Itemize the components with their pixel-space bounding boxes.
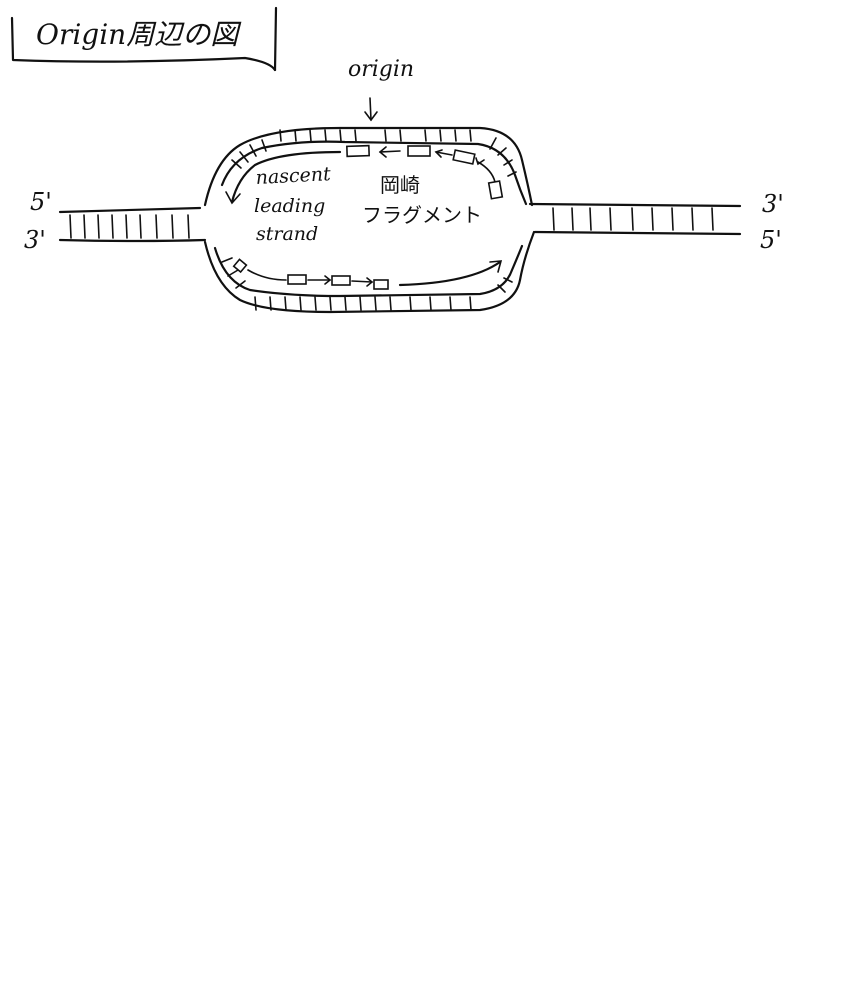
base-pair-rung [309,129,312,142]
base-pair-rung [469,296,472,311]
base-pair-rung [589,207,592,231]
base-pair-rung [552,207,555,231]
okazaki-fragments-upper [346,144,504,200]
base-pair-rung [503,277,513,283]
base-pair-rung [507,171,517,177]
lower-parental-strand [203,230,536,314]
base-pair-rung [339,129,342,142]
base-pair-rung [454,129,457,142]
okazaki-label-line1: 岡崎 [380,173,420,197]
base-pair-rung [125,214,128,239]
base-pair-rung [97,214,100,239]
base-pair-rung [671,207,674,231]
title-box: Origin周辺の図 [10,6,278,72]
upper-parental-strand [203,126,534,207]
base-pair-rung [631,207,634,231]
base-pair-rung [439,129,442,142]
nascent-label-line3: strand [256,223,318,245]
base-pair-rung [384,129,387,142]
base-pair-rung [299,296,302,311]
base-pair-rung [231,159,242,169]
base-pair-rung [83,214,86,239]
right-duplex [528,202,742,236]
base-pair-rung [503,159,513,166]
base-pair-rung [571,207,574,231]
base-pair-rung [344,296,347,311]
base-pair-rung [399,129,402,142]
nascent-label-line1: nascent [255,163,331,189]
okazaki-label-line2: フラグメント [362,203,482,227]
base-pair-rung [269,296,272,311]
base-pair-rung [171,214,174,239]
base-pair-rung [314,296,317,311]
base-pair-rung [374,296,377,311]
base-pair-rung [429,296,432,311]
base-pair-rung [187,214,190,239]
base-pair-rung [354,129,357,142]
base-pair-rung [279,129,282,142]
base-pair-rung [609,207,612,231]
base-pair-rung [651,207,654,231]
base-pair-rung [69,214,72,239]
base-pair-rung [449,296,452,311]
left-duplex [58,206,207,243]
base-pair-rung [359,296,362,311]
base-pair-rung [389,296,392,311]
base-pair-rung [469,129,472,142]
title-text: Origin周辺の図 [36,18,242,51]
origin-arrow [364,97,378,122]
base-pair-rung [324,129,327,142]
base-pair-rung [139,214,142,239]
base-pair-rung [221,257,233,263]
base-pair-rung [497,284,506,293]
left-bottom-end-label: 3' [24,226,46,254]
base-pair-rung [691,207,694,231]
nascent-leading-arrow [225,150,342,205]
base-pair-rung [497,147,507,156]
base-pair-rung [249,144,257,157]
origin-label: origin [348,57,414,82]
nascent-label-line2: leading [254,195,325,217]
base-pair-rung [284,296,287,311]
base-pair-rung [227,269,239,277]
base-pair-rung [155,214,158,239]
okazaki-fragments-lower [232,258,503,290]
base-pair-rung [329,296,332,311]
base-pair-rung [239,151,249,163]
base-pair-rung [489,137,497,150]
base-pair-rung [235,280,246,289]
right-top-end-label: 3' [762,190,784,218]
left-top-end-label: 5' [30,188,52,216]
base-pair-rung [261,139,267,152]
base-pair-rung [424,129,427,142]
base-pair-rung [711,207,714,231]
base-pair-rung [409,296,412,311]
base-pair-rung [111,214,114,239]
base-pair-rung [294,129,297,142]
right-bottom-end-label: 5' [760,226,782,254]
base-pair-rung [254,296,257,311]
